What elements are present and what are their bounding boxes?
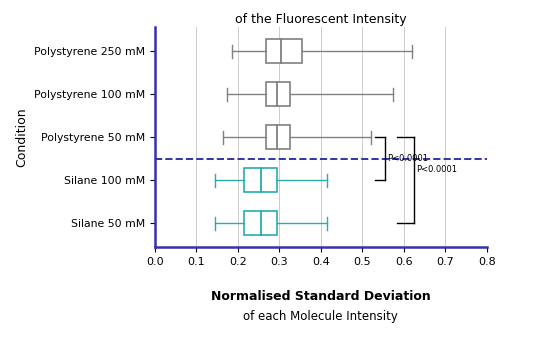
Y-axis label: Condition: Condition — [15, 107, 28, 167]
FancyBboxPatch shape — [266, 82, 290, 106]
FancyBboxPatch shape — [266, 125, 290, 149]
FancyBboxPatch shape — [244, 211, 277, 235]
Text: P<0.0001: P<0.0001 — [388, 154, 429, 163]
FancyBboxPatch shape — [244, 168, 277, 192]
FancyBboxPatch shape — [266, 39, 302, 63]
Text: P<0.0001: P<0.0001 — [416, 165, 457, 174]
Title: of the Fluorescent Intensity: of the Fluorescent Intensity — [235, 13, 406, 26]
Text: of each Molecule Intensity: of each Molecule Intensity — [243, 309, 398, 322]
Text: Normalised Standard Deviation: Normalised Standard Deviation — [211, 290, 431, 303]
